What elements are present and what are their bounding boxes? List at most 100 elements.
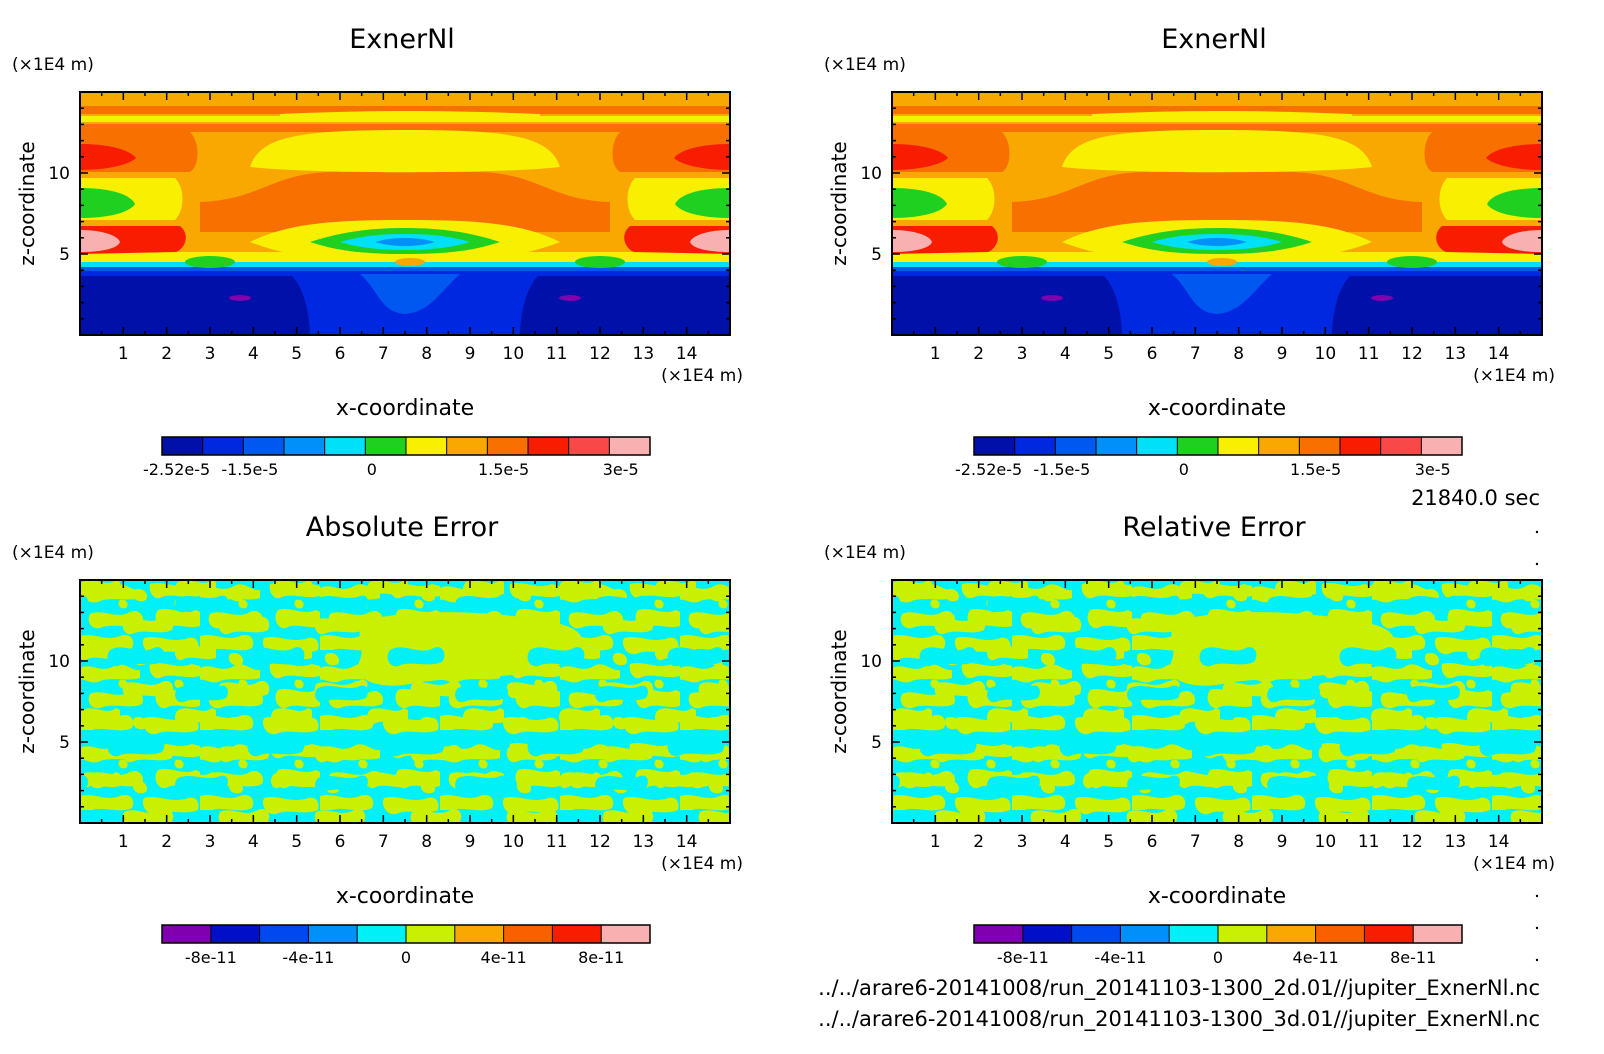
- colorbar-tick-label: 1.5e-5: [1290, 460, 1341, 479]
- x-tick-label: 3: [1017, 832, 1028, 852]
- field-blob-green-left: [997, 256, 1047, 268]
- x-tick-label: 11: [546, 344, 568, 364]
- y-unit-label: (×1E4 m): [12, 55, 94, 75]
- colorbar-swatch: [601, 925, 651, 943]
- x-tick-label: 12: [589, 832, 611, 852]
- colorbar-tick-label: -8e-11: [997, 948, 1049, 967]
- field-dome-yellow: [1062, 130, 1372, 173]
- colorbar-tick-label: 3e-5: [1415, 460, 1451, 479]
- x-unit-label: (×1E4 m): [661, 854, 743, 874]
- chart-title: Absolute Error: [306, 512, 499, 543]
- x-tick-label: 6: [335, 832, 346, 852]
- y-tick-label: 5: [59, 245, 70, 265]
- field-red-right: [674, 144, 730, 170]
- colorbar-swatch: [454, 925, 505, 943]
- x-tick-label: 6: [335, 344, 346, 364]
- x-tick-label: 1: [930, 832, 941, 852]
- field-dot-purple-right: [559, 295, 581, 301]
- x-tick-label: 11: [1358, 344, 1380, 364]
- x-tick-label: 10: [1315, 344, 1337, 364]
- colorbar-swatch: [1340, 437, 1382, 455]
- chart-title: ExnerNl: [1161, 24, 1267, 55]
- colorbar-swatch: [1218, 925, 1268, 943]
- x-tick-label: 8: [421, 344, 432, 364]
- y-tick-label: 5: [871, 733, 882, 753]
- colorbar-swatch: [503, 925, 553, 943]
- colorbar-swatch: [446, 437, 488, 455]
- colorbar-swatch: [210, 925, 261, 943]
- field-basin-core: [1172, 274, 1272, 314]
- x-tick-label: 8: [421, 832, 432, 852]
- file-path-2d: ../../arare6-20141008/run_20141103-1300_…: [818, 976, 1540, 1001]
- field-strip-top: [1092, 111, 1352, 120]
- x-tick-label: 10: [1315, 832, 1337, 852]
- colorbar-swatch: [357, 925, 407, 943]
- chart-panel-2: ExnerNl(×1E4 m)1 2 3 4 5 6 7 8 9 10 11 12 13 14510(×1…: [824, 24, 1555, 479]
- x-tick-label: 6: [1147, 344, 1158, 364]
- colorbar-swatch: [308, 925, 358, 943]
- x-tick-label: 5: [1103, 344, 1114, 364]
- x-tick-label: 13: [1445, 832, 1467, 852]
- field-green-right: [1487, 188, 1542, 218]
- x-axis-label: x-coordinate: [336, 396, 474, 421]
- field-blob-green-right: [575, 256, 625, 268]
- colorbar: -8e-11 -4e-11 0 4e-11 8e-11: [161, 924, 651, 967]
- colorbar-swatch: [528, 437, 570, 455]
- x-axis-label: x-coordinate: [336, 884, 474, 909]
- x-tick-label: 11: [1358, 832, 1380, 852]
- x-tick-label: 7: [378, 832, 389, 852]
- x-tick-label: 14: [1488, 344, 1510, 364]
- field-pink-left: [892, 230, 932, 252]
- field-band-top: [80, 92, 730, 104]
- colorbar-frame: [161, 436, 651, 456]
- colorbar-swatch: [1136, 437, 1178, 455]
- colorbar-tick-label: -1.5e-5: [221, 460, 278, 479]
- field-core-orange: [200, 172, 610, 232]
- colorbar-swatch: [568, 437, 610, 455]
- plot-field: [80, 92, 730, 335]
- colorbar-swatch: [1055, 437, 1097, 455]
- x-tick-label: 14: [676, 344, 698, 364]
- plot-field: [892, 92, 1542, 335]
- x-tick-label: 13: [1445, 344, 1467, 364]
- colorbar-swatch: [487, 437, 529, 455]
- field-band-b3: [892, 266, 1542, 271]
- colorbar-swatch: [406, 437, 448, 455]
- field-green-left: [80, 188, 135, 218]
- x-tick-label: 12: [589, 344, 611, 364]
- y-unit-label: (×1E4 m): [824, 55, 906, 75]
- x-tick-label: 8: [1233, 832, 1244, 852]
- colorbar-swatch: [1071, 925, 1121, 943]
- colorbar-swatch: [1364, 925, 1414, 943]
- field-band-top: [892, 92, 1542, 104]
- x-tick-label: 9: [1277, 344, 1288, 364]
- x-axis-label: x-coordinate: [1148, 396, 1286, 421]
- colorbar-tick-label: 8e-11: [578, 948, 624, 967]
- field-blob-green-left: [185, 256, 235, 268]
- field-blob-orange-center: [1207, 258, 1237, 266]
- colorbar-tick-label: -8e-11: [185, 948, 237, 967]
- colorbar: -8e-11 -4e-11 0 4e-11 8e-11: [973, 924, 1463, 967]
- colorbar-swatch: [284, 437, 326, 455]
- chart-title: Relative Error: [1122, 512, 1306, 543]
- error-field-overlay2: [80, 580, 730, 823]
- colorbar-swatch: [1413, 925, 1463, 943]
- colorbar-swatch: [1022, 925, 1073, 943]
- y-unit-label: (×1E4 m): [12, 543, 94, 563]
- y-axis-label: z-coordinate: [15, 629, 39, 753]
- x-tick-label: 12: [1401, 832, 1423, 852]
- colorbar-swatch: [162, 437, 204, 455]
- chart-panel-1: ExnerNl(×1E4 m)1 2 3 4 5 6 7 8 9 10 11 12 13 14510(×1…: [12, 24, 743, 479]
- x-tick-label: 7: [1190, 344, 1201, 364]
- colorbar-swatch: [1096, 437, 1138, 455]
- field-pink-left: [80, 230, 120, 252]
- field-blob-green-right: [1387, 256, 1437, 268]
- field-pink-right: [690, 230, 730, 252]
- x-tick-label: 12: [1401, 344, 1423, 364]
- x-unit-label: (×1E4 m): [661, 366, 743, 386]
- x-tick-label: 1: [930, 344, 941, 364]
- x-tick-label: 11: [546, 832, 568, 852]
- field-dot-purple-left: [229, 295, 251, 301]
- field-dot-purple-left: [1041, 295, 1063, 301]
